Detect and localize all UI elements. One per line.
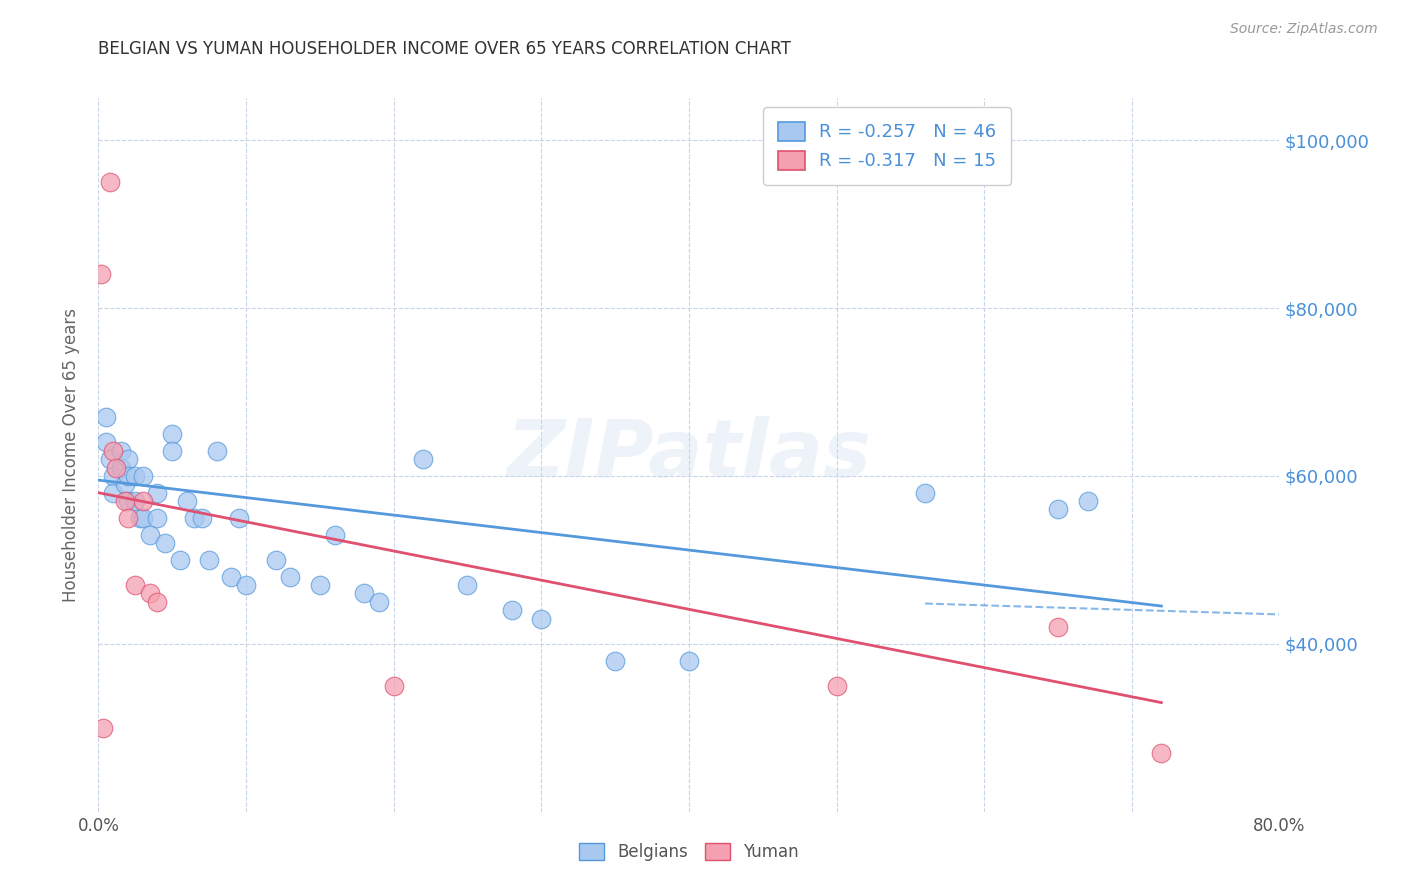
Point xyxy=(124,494,146,508)
Point xyxy=(98,175,121,189)
Point xyxy=(103,443,125,458)
Point xyxy=(1150,746,1173,760)
Point xyxy=(191,511,214,525)
Point xyxy=(146,485,169,500)
Point xyxy=(139,527,162,541)
Point xyxy=(153,536,176,550)
Point xyxy=(90,268,112,282)
Point xyxy=(139,586,162,600)
Point xyxy=(198,553,221,567)
Point xyxy=(678,654,700,668)
Point xyxy=(110,460,132,475)
Point xyxy=(205,443,228,458)
Point xyxy=(501,603,523,617)
Point xyxy=(117,511,139,525)
Point xyxy=(412,452,434,467)
Point xyxy=(278,569,302,583)
Point xyxy=(94,435,117,450)
Point xyxy=(235,578,257,592)
Point xyxy=(530,612,553,626)
Point xyxy=(914,485,936,500)
Point xyxy=(309,578,332,592)
Point xyxy=(1046,502,1069,516)
Point xyxy=(264,553,287,567)
Point xyxy=(456,578,478,592)
Point xyxy=(1077,494,1099,508)
Text: Source: ZipAtlas.com: Source: ZipAtlas.com xyxy=(1230,22,1378,37)
Point xyxy=(1046,620,1069,634)
Point xyxy=(368,595,391,609)
Point xyxy=(176,494,198,508)
Text: BELGIAN VS YUMAN HOUSEHOLDER INCOME OVER 65 YEARS CORRELATION CHART: BELGIAN VS YUMAN HOUSEHOLDER INCOME OVER… xyxy=(98,40,792,58)
Point xyxy=(132,494,155,508)
Point xyxy=(91,721,114,735)
Point xyxy=(98,452,121,467)
Point xyxy=(169,553,191,567)
Point xyxy=(132,469,155,483)
Point xyxy=(162,426,183,441)
Point xyxy=(117,494,139,508)
Point xyxy=(94,410,117,425)
Point xyxy=(228,511,250,525)
Point xyxy=(124,578,146,592)
Point xyxy=(382,679,405,693)
Y-axis label: Householder Income Over 65 years: Householder Income Over 65 years xyxy=(62,308,80,602)
Point xyxy=(132,511,155,525)
Legend: Belgians, Yuman: Belgians, Yuman xyxy=(572,836,806,868)
Point xyxy=(103,485,125,500)
Point xyxy=(183,511,205,525)
Point xyxy=(353,586,375,600)
Point xyxy=(323,527,346,541)
Point xyxy=(146,511,169,525)
Point xyxy=(146,595,169,609)
Text: ZIPatlas: ZIPatlas xyxy=(506,416,872,494)
Point xyxy=(162,443,183,458)
Point xyxy=(825,679,848,693)
Point xyxy=(105,460,128,475)
Point xyxy=(117,452,139,467)
Point xyxy=(605,654,627,668)
Point xyxy=(114,477,136,491)
Point xyxy=(124,469,146,483)
Point xyxy=(110,443,132,458)
Point xyxy=(219,569,242,583)
Point xyxy=(114,494,136,508)
Point xyxy=(103,469,125,483)
Point xyxy=(117,469,139,483)
Point xyxy=(128,511,150,525)
